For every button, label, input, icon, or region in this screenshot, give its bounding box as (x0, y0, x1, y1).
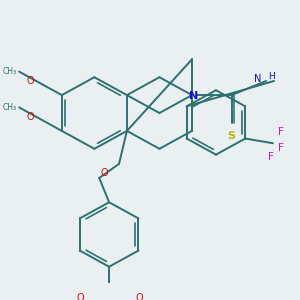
Text: CH₃: CH₃ (3, 103, 17, 112)
Text: H: H (268, 72, 275, 81)
Text: F: F (278, 127, 284, 137)
Text: N: N (254, 74, 261, 84)
Text: F: F (278, 143, 284, 153)
Text: O: O (27, 76, 34, 86)
Text: O: O (27, 112, 34, 122)
Text: CH₃: CH₃ (3, 67, 17, 76)
Text: O: O (100, 168, 108, 178)
Text: O: O (77, 293, 84, 300)
Text: S: S (227, 131, 236, 141)
Text: N: N (189, 91, 199, 101)
Text: O: O (136, 293, 143, 300)
Text: F: F (268, 152, 274, 162)
